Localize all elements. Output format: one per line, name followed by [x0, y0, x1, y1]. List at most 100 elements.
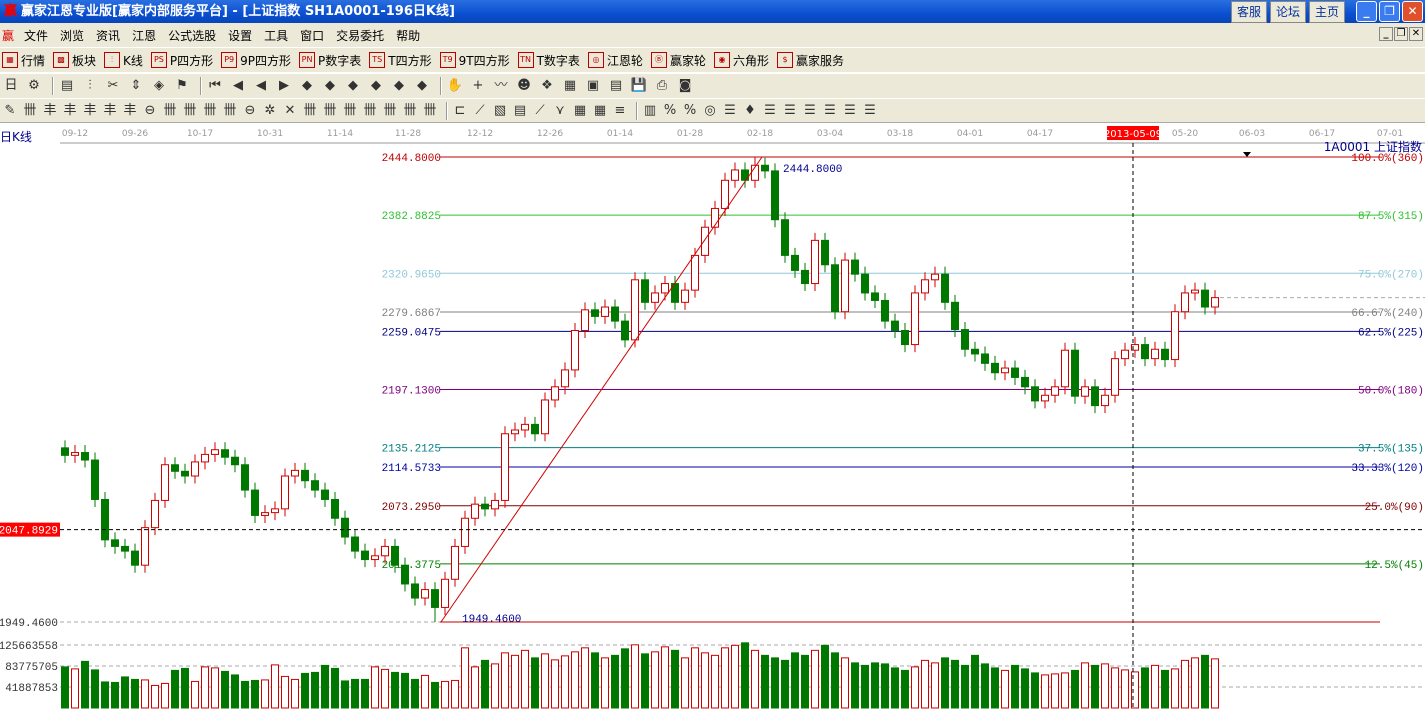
- drawing-tool-icon[interactable]: ▦: [573, 102, 587, 118]
- print-icon[interactable]: ⎙: [656, 78, 668, 93]
- toolbar-button-11[interactable]: ◉ 六角形: [713, 52, 769, 69]
- drawing-tool-icon[interactable]: ⟋: [535, 102, 545, 118]
- drawing-tool-icon[interactable]: ≡: [614, 102, 626, 118]
- drawing-tool-icon[interactable]: ☰: [864, 102, 876, 118]
- drawing-tool-icon[interactable]: ☰: [784, 102, 796, 118]
- prev-page-icon[interactable]: ◀: [233, 78, 243, 93]
- drawing-tool-icon[interactable]: 卌: [383, 102, 397, 118]
- toolbar-button-7[interactable]: T9 9T四方形: [439, 52, 510, 69]
- day-period-icon[interactable]: 日: [4, 78, 18, 93]
- toolbar-button-3[interactable]: PS P四方形: [150, 52, 213, 69]
- prev-icon[interactable]: ◀: [256, 78, 266, 93]
- camera-icon[interactable]: ◙: [678, 78, 692, 93]
- mdi-restore-icon[interactable]: ❐: [1394, 27, 1408, 41]
- drawing-tool-icon[interactable]: 丰: [83, 102, 97, 118]
- forum-button[interactable]: 论坛: [1269, 1, 1306, 23]
- drawing-tool-icon[interactable]: 卌: [183, 102, 197, 118]
- toolbar-button-1[interactable]: ▩ 板块: [53, 52, 96, 69]
- drawing-tool-icon[interactable]: 卌: [23, 102, 37, 118]
- drawing-tool-icon[interactable]: 卌: [423, 102, 437, 118]
- drawing-tool-icon[interactable]: 丰: [103, 102, 117, 118]
- drawing-tool-icon[interactable]: %: [663, 102, 677, 118]
- drawing-tool-icon[interactable]: ▤: [513, 102, 527, 118]
- toolbar-button-12[interactable]: $ 赢家服务: [776, 52, 844, 69]
- drawing-tool-icon[interactable]: ♦: [744, 102, 756, 118]
- toolbar-button-8[interactable]: TN T数字表: [517, 52, 580, 69]
- drawing-tool-icon[interactable]: 卌: [223, 102, 237, 118]
- service-button[interactable]: 客服: [1230, 1, 1267, 23]
- diamond1-icon[interactable]: ◆: [302, 78, 312, 93]
- next-icon[interactable]: ▶: [279, 78, 289, 93]
- drawing-tool-icon[interactable]: 卌: [403, 102, 417, 118]
- drawing-tool-icon[interactable]: ▥: [643, 102, 657, 118]
- restore-icon[interactable]: ❐: [1379, 1, 1400, 22]
- menu-item-8[interactable]: 交易委托: [336, 28, 385, 43]
- toolbar-button-0[interactable]: ▦ 行情: [2, 52, 45, 69]
- updown-icon[interactable]: ⇕: [130, 78, 142, 93]
- first-icon[interactable]: ⏮: [209, 78, 221, 93]
- toolbar-button-9[interactable]: ◎ 江恩轮: [587, 52, 643, 69]
- drawing-tool-icon[interactable]: ☰: [804, 102, 816, 118]
- diamond4-icon[interactable]: ◆: [371, 78, 381, 93]
- menu-item-0[interactable]: 文件: [24, 28, 49, 43]
- toolbar-button-4[interactable]: P9 9P四方形: [221, 52, 291, 69]
- diamond2-icon[interactable]: ◆: [325, 78, 335, 93]
- drawing-tool-icon[interactable]: 卌: [363, 102, 377, 118]
- drawing-tool-icon[interactable]: ✲: [264, 102, 276, 118]
- drawing-tool-icon[interactable]: 丰: [43, 102, 57, 118]
- crosshair-icon[interactable]: +: [472, 78, 484, 93]
- toolbar-button-2[interactable]: ⫶ K线: [104, 52, 143, 69]
- drawing-tool-icon[interactable]: ⊖: [144, 102, 156, 118]
- mdi-minimize-icon[interactable]: _: [1379, 27, 1393, 41]
- cycle-icon[interactable]: ⚙: [28, 78, 40, 93]
- drawing-tool-icon[interactable]: ⊏: [454, 102, 466, 118]
- drawing-tool-icon[interactable]: 丰: [123, 102, 137, 118]
- mdi-close-icon[interactable]: ✕: [1409, 27, 1423, 41]
- homepage-button[interactable]: 主页: [1308, 1, 1345, 23]
- drawing-tool-icon[interactable]: ☰: [824, 102, 836, 118]
- diamond6-icon[interactable]: ◆: [417, 78, 427, 93]
- drawing-tool-icon[interactable]: 卌: [343, 102, 357, 118]
- menu-item-4[interactable]: 公式选股: [168, 28, 217, 43]
- chart-color-icon[interactable]: ◈: [154, 78, 164, 93]
- candles-icon[interactable]: ⫶: [88, 78, 92, 93]
- drawing-tool-icon[interactable]: ☰: [724, 102, 736, 118]
- menu-item-2[interactable]: 资讯: [96, 28, 121, 43]
- drawing-tool-icon[interactable]: ☰: [764, 102, 776, 118]
- scissors-icon[interactable]: ✂: [107, 78, 119, 93]
- drawing-tool-icon[interactable]: 卌: [203, 102, 217, 118]
- menu-item-6[interactable]: 工具: [264, 28, 289, 43]
- menu-item-1[interactable]: 浏览: [60, 28, 85, 43]
- calculator-icon[interactable]: ▣: [586, 78, 600, 93]
- puzzle-icon[interactable]: ❖: [541, 78, 553, 93]
- doc-icon[interactable]: ▤: [60, 78, 74, 93]
- drawing-tool-icon[interactable]: 卌: [323, 102, 337, 118]
- toolbar-button-5[interactable]: PN P数字表: [299, 52, 361, 69]
- drawing-tool-icon[interactable]: ✕: [284, 102, 296, 118]
- calendar-icon[interactable]: ▦: [563, 78, 577, 93]
- diamond5-icon[interactable]: ◆: [394, 78, 404, 93]
- drawing-tool-icon[interactable]: ⋎: [555, 102, 565, 118]
- hand-icon[interactable]: ✋: [446, 78, 464, 93]
- flag-icon[interactable]: ⚑: [176, 78, 188, 93]
- drawing-tool-icon[interactable]: %: [683, 102, 697, 118]
- drawing-tool-icon[interactable]: 卌: [303, 102, 317, 118]
- zigzag-icon[interactable]: 〰: [494, 78, 508, 93]
- mask-icon[interactable]: ☻: [517, 78, 531, 93]
- drawing-tool-icon[interactable]: 卌: [163, 102, 177, 118]
- close-icon[interactable]: ✕: [1402, 1, 1423, 22]
- toolbar-button-6[interactable]: TS T四方形: [369, 52, 432, 69]
- minimize-icon[interactable]: _: [1356, 1, 1377, 22]
- drawing-tool-icon[interactable]: ▦: [593, 102, 607, 118]
- list-icon[interactable]: ▤: [609, 78, 623, 93]
- drawing-tool-icon[interactable]: ◎: [704, 102, 716, 118]
- kline-chart[interactable]: 日K线 1A0001 上证指数 09-12 09-26 10-17 10-31 11-1…: [0, 125, 1425, 709]
- save-icon[interactable]: 💾: [630, 78, 648, 93]
- diamond3-icon[interactable]: ◆: [348, 78, 358, 93]
- drawing-tool-icon[interactable]: ▧: [493, 102, 507, 118]
- drawing-tool-icon[interactable]: ☰: [844, 102, 856, 118]
- drawing-tool-icon[interactable]: ⟋: [475, 102, 485, 118]
- drawing-tool-icon[interactable]: ✎: [4, 102, 16, 118]
- drawing-tool-icon[interactable]: 丰: [63, 102, 77, 118]
- menu-item-5[interactable]: 设置: [228, 28, 253, 43]
